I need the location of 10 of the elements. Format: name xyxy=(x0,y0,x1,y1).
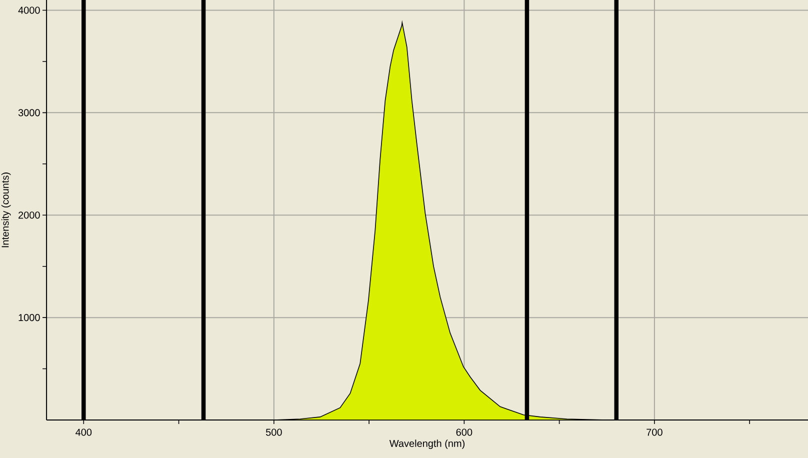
y-tick-label: 3000 xyxy=(18,109,40,116)
y-axis-title: Intensity (counts) xyxy=(1,172,11,248)
x-tick-label: 600 xyxy=(456,428,472,436)
y-tick-label: 2000 xyxy=(18,212,40,219)
x-tick-label: 700 xyxy=(646,428,662,436)
x-axis-title: Wavelength (nm) xyxy=(389,440,465,449)
y-tick-label: 1000 xyxy=(18,314,40,322)
x-tick-label: 500 xyxy=(266,428,282,436)
x-tick-label: 400 xyxy=(76,428,92,436)
y-tick-label: 4000 xyxy=(18,6,40,14)
